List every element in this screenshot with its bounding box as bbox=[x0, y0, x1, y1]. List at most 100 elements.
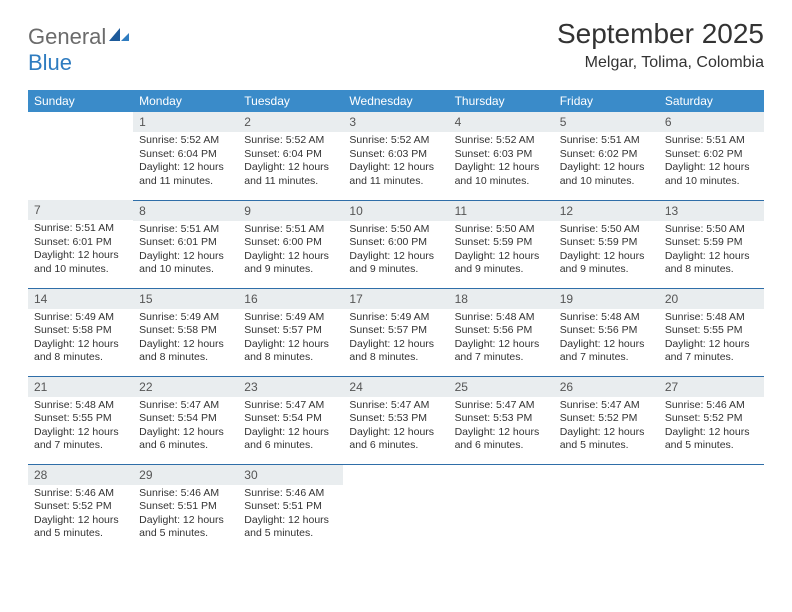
daylight-line: Daylight: 12 hours and 7 minutes. bbox=[34, 426, 127, 453]
cell-body: Sunrise: 5:47 AMSunset: 5:53 PMDaylight:… bbox=[343, 397, 448, 458]
sunrise-line: Sunrise: 5:47 AM bbox=[244, 399, 337, 413]
cell-body: Sunrise: 5:47 AMSunset: 5:54 PMDaylight:… bbox=[133, 397, 238, 458]
day-number: 28 bbox=[28, 465, 133, 485]
sunset-line: Sunset: 5:57 PM bbox=[244, 324, 337, 338]
cell-body: Sunrise: 5:51 AMSunset: 6:02 PMDaylight:… bbox=[659, 132, 764, 193]
cell-body: Sunrise: 5:50 AMSunset: 6:00 PMDaylight:… bbox=[343, 221, 448, 282]
sunrise-line: Sunrise: 5:46 AM bbox=[139, 487, 232, 501]
daylight-line: Daylight: 12 hours and 8 minutes. bbox=[244, 338, 337, 365]
cell-body: Sunrise: 5:46 AMSunset: 5:52 PMDaylight:… bbox=[659, 397, 764, 458]
daylight-line: Daylight: 12 hours and 7 minutes. bbox=[560, 338, 653, 365]
day-number: 24 bbox=[343, 377, 448, 397]
sunrise-line: Sunrise: 5:49 AM bbox=[139, 311, 232, 325]
daylight-line: Daylight: 12 hours and 10 minutes. bbox=[455, 161, 548, 188]
daylight-line: Daylight: 12 hours and 8 minutes. bbox=[665, 250, 758, 277]
cell-body: Sunrise: 5:49 AMSunset: 5:57 PMDaylight:… bbox=[238, 309, 343, 370]
day-number: 17 bbox=[343, 289, 448, 309]
cell-body: Sunrise: 5:51 AMSunset: 6:00 PMDaylight:… bbox=[238, 221, 343, 282]
day-number: 7 bbox=[28, 200, 133, 220]
cell-body: Sunrise: 5:46 AMSunset: 5:52 PMDaylight:… bbox=[28, 485, 133, 546]
sunrise-line: Sunrise: 5:52 AM bbox=[455, 134, 548, 148]
cell-body: Sunrise: 5:48 AMSunset: 5:56 PMDaylight:… bbox=[554, 309, 659, 370]
sunset-line: Sunset: 5:54 PM bbox=[139, 412, 232, 426]
daylight-line: Daylight: 12 hours and 9 minutes. bbox=[455, 250, 548, 277]
sunset-line: Sunset: 5:59 PM bbox=[455, 236, 548, 250]
calendar-cell: 9Sunrise: 5:51 AMSunset: 6:00 PMDaylight… bbox=[238, 200, 343, 288]
day-number: 11 bbox=[449, 201, 554, 221]
sunset-line: Sunset: 6:04 PM bbox=[244, 148, 337, 162]
calendar-cell-empty bbox=[449, 464, 554, 552]
daylight-line: Daylight: 12 hours and 5 minutes. bbox=[665, 426, 758, 453]
calendar-cell: 15Sunrise: 5:49 AMSunset: 5:58 PMDayligh… bbox=[133, 288, 238, 376]
sunset-line: Sunset: 6:00 PM bbox=[244, 236, 337, 250]
calendar-row: 1Sunrise: 5:52 AMSunset: 6:04 PMDaylight… bbox=[28, 112, 764, 200]
month-title: September 2025 bbox=[557, 18, 764, 50]
cell-body: Sunrise: 5:47 AMSunset: 5:54 PMDaylight:… bbox=[238, 397, 343, 458]
day-header: Saturday bbox=[659, 90, 764, 112]
cell-body: Sunrise: 5:47 AMSunset: 5:53 PMDaylight:… bbox=[449, 397, 554, 458]
cell-body: Sunrise: 5:48 AMSunset: 5:55 PMDaylight:… bbox=[659, 309, 764, 370]
cell-body: Sunrise: 5:52 AMSunset: 6:04 PMDaylight:… bbox=[238, 132, 343, 193]
day-number: 26 bbox=[554, 377, 659, 397]
daylight-line: Daylight: 12 hours and 5 minutes. bbox=[139, 514, 232, 541]
sunrise-line: Sunrise: 5:51 AM bbox=[139, 223, 232, 237]
title-block: September 2025 Melgar, Tolima, Colombia bbox=[557, 18, 764, 72]
sunset-line: Sunset: 6:02 PM bbox=[560, 148, 653, 162]
sunrise-line: Sunrise: 5:50 AM bbox=[455, 223, 548, 237]
calendar-cell: 16Sunrise: 5:49 AMSunset: 5:57 PMDayligh… bbox=[238, 288, 343, 376]
daylight-line: Daylight: 12 hours and 11 minutes. bbox=[244, 161, 337, 188]
calendar-cell: 30Sunrise: 5:46 AMSunset: 5:51 PMDayligh… bbox=[238, 464, 343, 552]
cell-body: Sunrise: 5:52 AMSunset: 6:04 PMDaylight:… bbox=[133, 132, 238, 193]
sunrise-line: Sunrise: 5:50 AM bbox=[665, 223, 758, 237]
day-number: 20 bbox=[659, 289, 764, 309]
calendar-row: 21Sunrise: 5:48 AMSunset: 5:55 PMDayligh… bbox=[28, 376, 764, 464]
calendar-body: 1Sunrise: 5:52 AMSunset: 6:04 PMDaylight… bbox=[28, 112, 764, 552]
calendar-cell: 2Sunrise: 5:52 AMSunset: 6:04 PMDaylight… bbox=[238, 112, 343, 200]
day-number: 3 bbox=[343, 112, 448, 132]
daylight-line: Daylight: 12 hours and 10 minutes. bbox=[139, 250, 232, 277]
location-text: Melgar, Tolima, Colombia bbox=[557, 54, 764, 72]
calendar-cell: 20Sunrise: 5:48 AMSunset: 5:55 PMDayligh… bbox=[659, 288, 764, 376]
sunset-line: Sunset: 5:52 PM bbox=[665, 412, 758, 426]
sunrise-line: Sunrise: 5:48 AM bbox=[34, 399, 127, 413]
sunset-line: Sunset: 5:59 PM bbox=[665, 236, 758, 250]
day-number: 5 bbox=[554, 112, 659, 132]
daylight-line: Daylight: 12 hours and 7 minutes. bbox=[665, 338, 758, 365]
sunrise-line: Sunrise: 5:51 AM bbox=[244, 223, 337, 237]
sunset-line: Sunset: 5:59 PM bbox=[560, 236, 653, 250]
sunset-line: Sunset: 5:53 PM bbox=[455, 412, 548, 426]
cell-body: Sunrise: 5:46 AMSunset: 5:51 PMDaylight:… bbox=[133, 485, 238, 546]
calendar-cell: 3Sunrise: 5:52 AMSunset: 6:03 PMDaylight… bbox=[343, 112, 448, 200]
sunrise-line: Sunrise: 5:51 AM bbox=[665, 134, 758, 148]
calendar-cell: 23Sunrise: 5:47 AMSunset: 5:54 PMDayligh… bbox=[238, 376, 343, 464]
calendar-cell: 4Sunrise: 5:52 AMSunset: 6:03 PMDaylight… bbox=[449, 112, 554, 200]
daylight-line: Daylight: 12 hours and 10 minutes. bbox=[665, 161, 758, 188]
day-number: 19 bbox=[554, 289, 659, 309]
calendar-cell: 8Sunrise: 5:51 AMSunset: 6:01 PMDaylight… bbox=[133, 200, 238, 288]
day-number: 4 bbox=[449, 112, 554, 132]
daylight-line: Daylight: 12 hours and 6 minutes. bbox=[455, 426, 548, 453]
daylight-line: Daylight: 12 hours and 6 minutes. bbox=[244, 426, 337, 453]
daylight-line: Daylight: 12 hours and 9 minutes. bbox=[560, 250, 653, 277]
cell-body: Sunrise: 5:50 AMSunset: 5:59 PMDaylight:… bbox=[449, 221, 554, 282]
cell-body: Sunrise: 5:50 AMSunset: 5:59 PMDaylight:… bbox=[659, 221, 764, 282]
calendar-cell: 1Sunrise: 5:52 AMSunset: 6:04 PMDaylight… bbox=[133, 112, 238, 200]
daylight-line: Daylight: 12 hours and 8 minutes. bbox=[139, 338, 232, 365]
calendar-table: SundayMondayTuesdayWednesdayThursdayFrid… bbox=[28, 90, 764, 552]
calendar-cell: 7Sunrise: 5:51 AMSunset: 6:01 PMDaylight… bbox=[28, 200, 133, 288]
sunset-line: Sunset: 5:52 PM bbox=[560, 412, 653, 426]
calendar-cell: 27Sunrise: 5:46 AMSunset: 5:52 PMDayligh… bbox=[659, 376, 764, 464]
calendar-row: 7Sunrise: 5:51 AMSunset: 6:01 PMDaylight… bbox=[28, 200, 764, 288]
sunrise-line: Sunrise: 5:46 AM bbox=[34, 487, 127, 501]
sunset-line: Sunset: 6:01 PM bbox=[139, 236, 232, 250]
day-number: 27 bbox=[659, 377, 764, 397]
daylight-line: Daylight: 12 hours and 6 minutes. bbox=[139, 426, 232, 453]
sunset-line: Sunset: 5:56 PM bbox=[560, 324, 653, 338]
cell-body: Sunrise: 5:51 AMSunset: 6:01 PMDaylight:… bbox=[28, 220, 133, 281]
cell-body: Sunrise: 5:47 AMSunset: 5:52 PMDaylight:… bbox=[554, 397, 659, 458]
cell-body: Sunrise: 5:51 AMSunset: 6:01 PMDaylight:… bbox=[133, 221, 238, 282]
daylight-line: Daylight: 12 hours and 5 minutes. bbox=[244, 514, 337, 541]
sunrise-line: Sunrise: 5:49 AM bbox=[244, 311, 337, 325]
sunrise-line: Sunrise: 5:50 AM bbox=[560, 223, 653, 237]
sunrise-line: Sunrise: 5:51 AM bbox=[560, 134, 653, 148]
